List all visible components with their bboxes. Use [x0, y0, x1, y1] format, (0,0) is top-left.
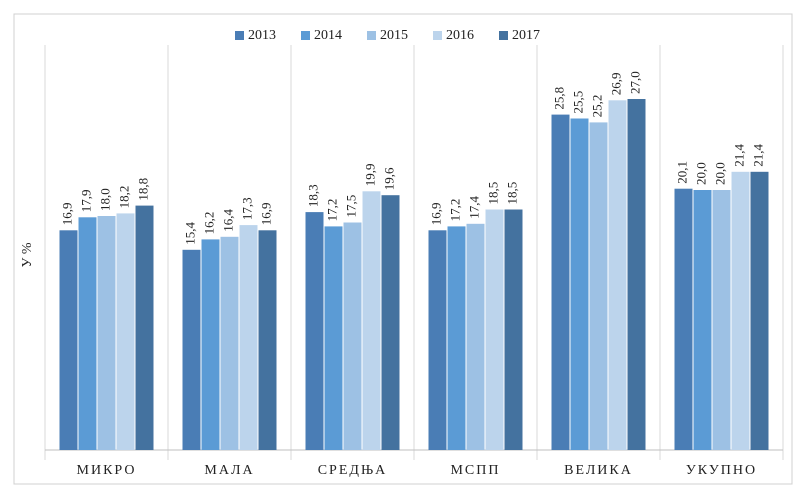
value-label: 18,8: [135, 178, 150, 201]
legend-swatch: [235, 31, 244, 40]
value-label: 16,4: [220, 209, 235, 232]
bar: [135, 205, 154, 450]
bar: [608, 100, 627, 451]
bar: [627, 99, 646, 450]
bar: [182, 249, 201, 450]
value-label: 27,0: [627, 71, 642, 94]
legend-label: 2013: [248, 28, 276, 43]
value-label: 19,6: [381, 167, 396, 190]
value-label: 18,0: [97, 188, 112, 211]
x-tick-label: МИКРО: [77, 463, 137, 478]
bar: [589, 122, 608, 451]
bar: [305, 212, 324, 450]
bar: [466, 223, 485, 450]
bar: [428, 230, 447, 450]
bar: [116, 213, 135, 450]
bar: [343, 222, 362, 450]
bar: [570, 118, 589, 450]
chart-frame: [13, 13, 793, 485]
bar: [78, 217, 97, 450]
legend-label: 2014: [314, 28, 342, 43]
bar: [381, 195, 400, 450]
legend-label: 2015: [380, 28, 408, 43]
bar: [551, 114, 570, 450]
value-label: 18,5: [485, 182, 500, 205]
bar: [485, 209, 504, 450]
bar: [59, 230, 78, 450]
bar: [447, 226, 466, 450]
value-label: 16,2: [201, 212, 216, 235]
bar: [201, 239, 220, 450]
x-tick-label: УКУПНО: [686, 463, 757, 478]
x-tick-label: МСПП: [450, 463, 500, 478]
legend-swatch: [433, 31, 442, 40]
bar: [258, 230, 277, 450]
value-label: 15,4: [182, 222, 197, 245]
value-label: 16,9: [59, 203, 74, 226]
bar: [504, 209, 523, 450]
bar: [693, 190, 712, 450]
bar: [750, 171, 769, 451]
value-label: 17,4: [466, 196, 481, 219]
value-label: 20,0: [693, 162, 708, 185]
bar: [220, 236, 239, 450]
bar: [674, 188, 693, 450]
value-label: 25,5: [570, 91, 585, 114]
value-label: 21,4: [731, 144, 746, 167]
value-label: 20,1: [674, 161, 689, 184]
value-label: 26,9: [608, 73, 623, 96]
bar: [239, 225, 258, 450]
bar: [324, 226, 343, 450]
value-label: 20,0: [712, 162, 727, 185]
value-label: 25,8: [551, 87, 566, 110]
y-axis-label: У %: [20, 242, 35, 267]
bar: [97, 216, 116, 450]
x-tick-label: ВЕЛИКА: [564, 463, 633, 478]
value-label: 18,3: [305, 184, 320, 207]
legend-label: 2017: [512, 28, 540, 43]
x-tick-label: МАЛА: [204, 463, 254, 478]
value-label: 16,9: [428, 203, 443, 226]
value-label: 17,3: [239, 197, 254, 220]
legend-swatch: [499, 31, 508, 40]
value-label: 17,2: [324, 199, 339, 222]
bar: [362, 191, 381, 451]
x-tick-label: СРЕДЊА: [318, 463, 388, 478]
bar: [731, 171, 750, 451]
value-label: 16,9: [258, 203, 273, 226]
value-label: 18,2: [116, 186, 131, 209]
value-label: 18,5: [504, 182, 519, 205]
value-label: 21,4: [750, 144, 765, 167]
bar: [712, 190, 731, 450]
value-label: 25,2: [589, 95, 604, 118]
value-label: 17,5: [343, 195, 358, 218]
value-label: 19,9: [362, 164, 377, 187]
legend-label: 2016: [446, 28, 474, 43]
value-label: 17,2: [447, 199, 462, 222]
legend-swatch: [367, 31, 376, 40]
value-label: 17,9: [78, 190, 93, 213]
legend-swatch: [301, 31, 310, 40]
